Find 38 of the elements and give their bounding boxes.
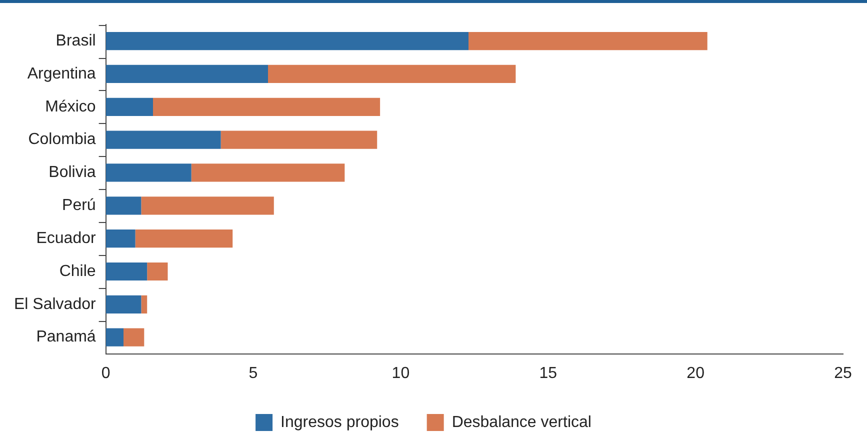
x-tick-label: 25: [834, 364, 852, 382]
y-tick-label: Argentina: [27, 65, 96, 82]
x-tick-label: 0: [101, 364, 110, 382]
bar: [220, 130, 378, 149]
bar: [135, 230, 233, 248]
bar: [106, 98, 153, 116]
bar: [191, 164, 345, 182]
bar: [124, 328, 144, 346]
bar: [106, 196, 142, 215]
bar: [106, 32, 469, 50]
bar: [106, 164, 192, 182]
bar: [106, 262, 148, 281]
legend-label: Ingresos propios: [280, 414, 399, 431]
x-tick-label: 5: [248, 364, 258, 382]
x-tick-label: 10: [392, 364, 410, 382]
legend-label: Desbalance vertical: [452, 414, 592, 431]
bar: [106, 295, 142, 314]
x-tick-label: 15: [539, 364, 558, 382]
bar: [106, 130, 221, 149]
bar: [268, 64, 516, 84]
y-tick-label: Perú: [62, 197, 96, 214]
bar: [147, 262, 168, 281]
y-tick-label: Ecuador: [36, 230, 96, 247]
y-tick-label: Colombia: [28, 131, 96, 148]
y-tick-label: Brasil: [56, 32, 96, 50]
bar: [106, 64, 268, 84]
y-tick-label: Panamá: [36, 328, 96, 346]
bar: [141, 295, 148, 314]
x-tick-label: 20: [686, 364, 705, 382]
y-tick-label: Bolivia: [48, 164, 96, 182]
y-tick-label: El Salvador: [14, 296, 96, 313]
bar: [106, 230, 136, 248]
y-tick-label: México: [45, 98, 96, 116]
bar: [141, 196, 274, 215]
bar: [153, 98, 380, 116]
bar: [106, 328, 124, 346]
y-tick-label: Chile: [59, 262, 96, 280]
bar: [468, 32, 708, 50]
